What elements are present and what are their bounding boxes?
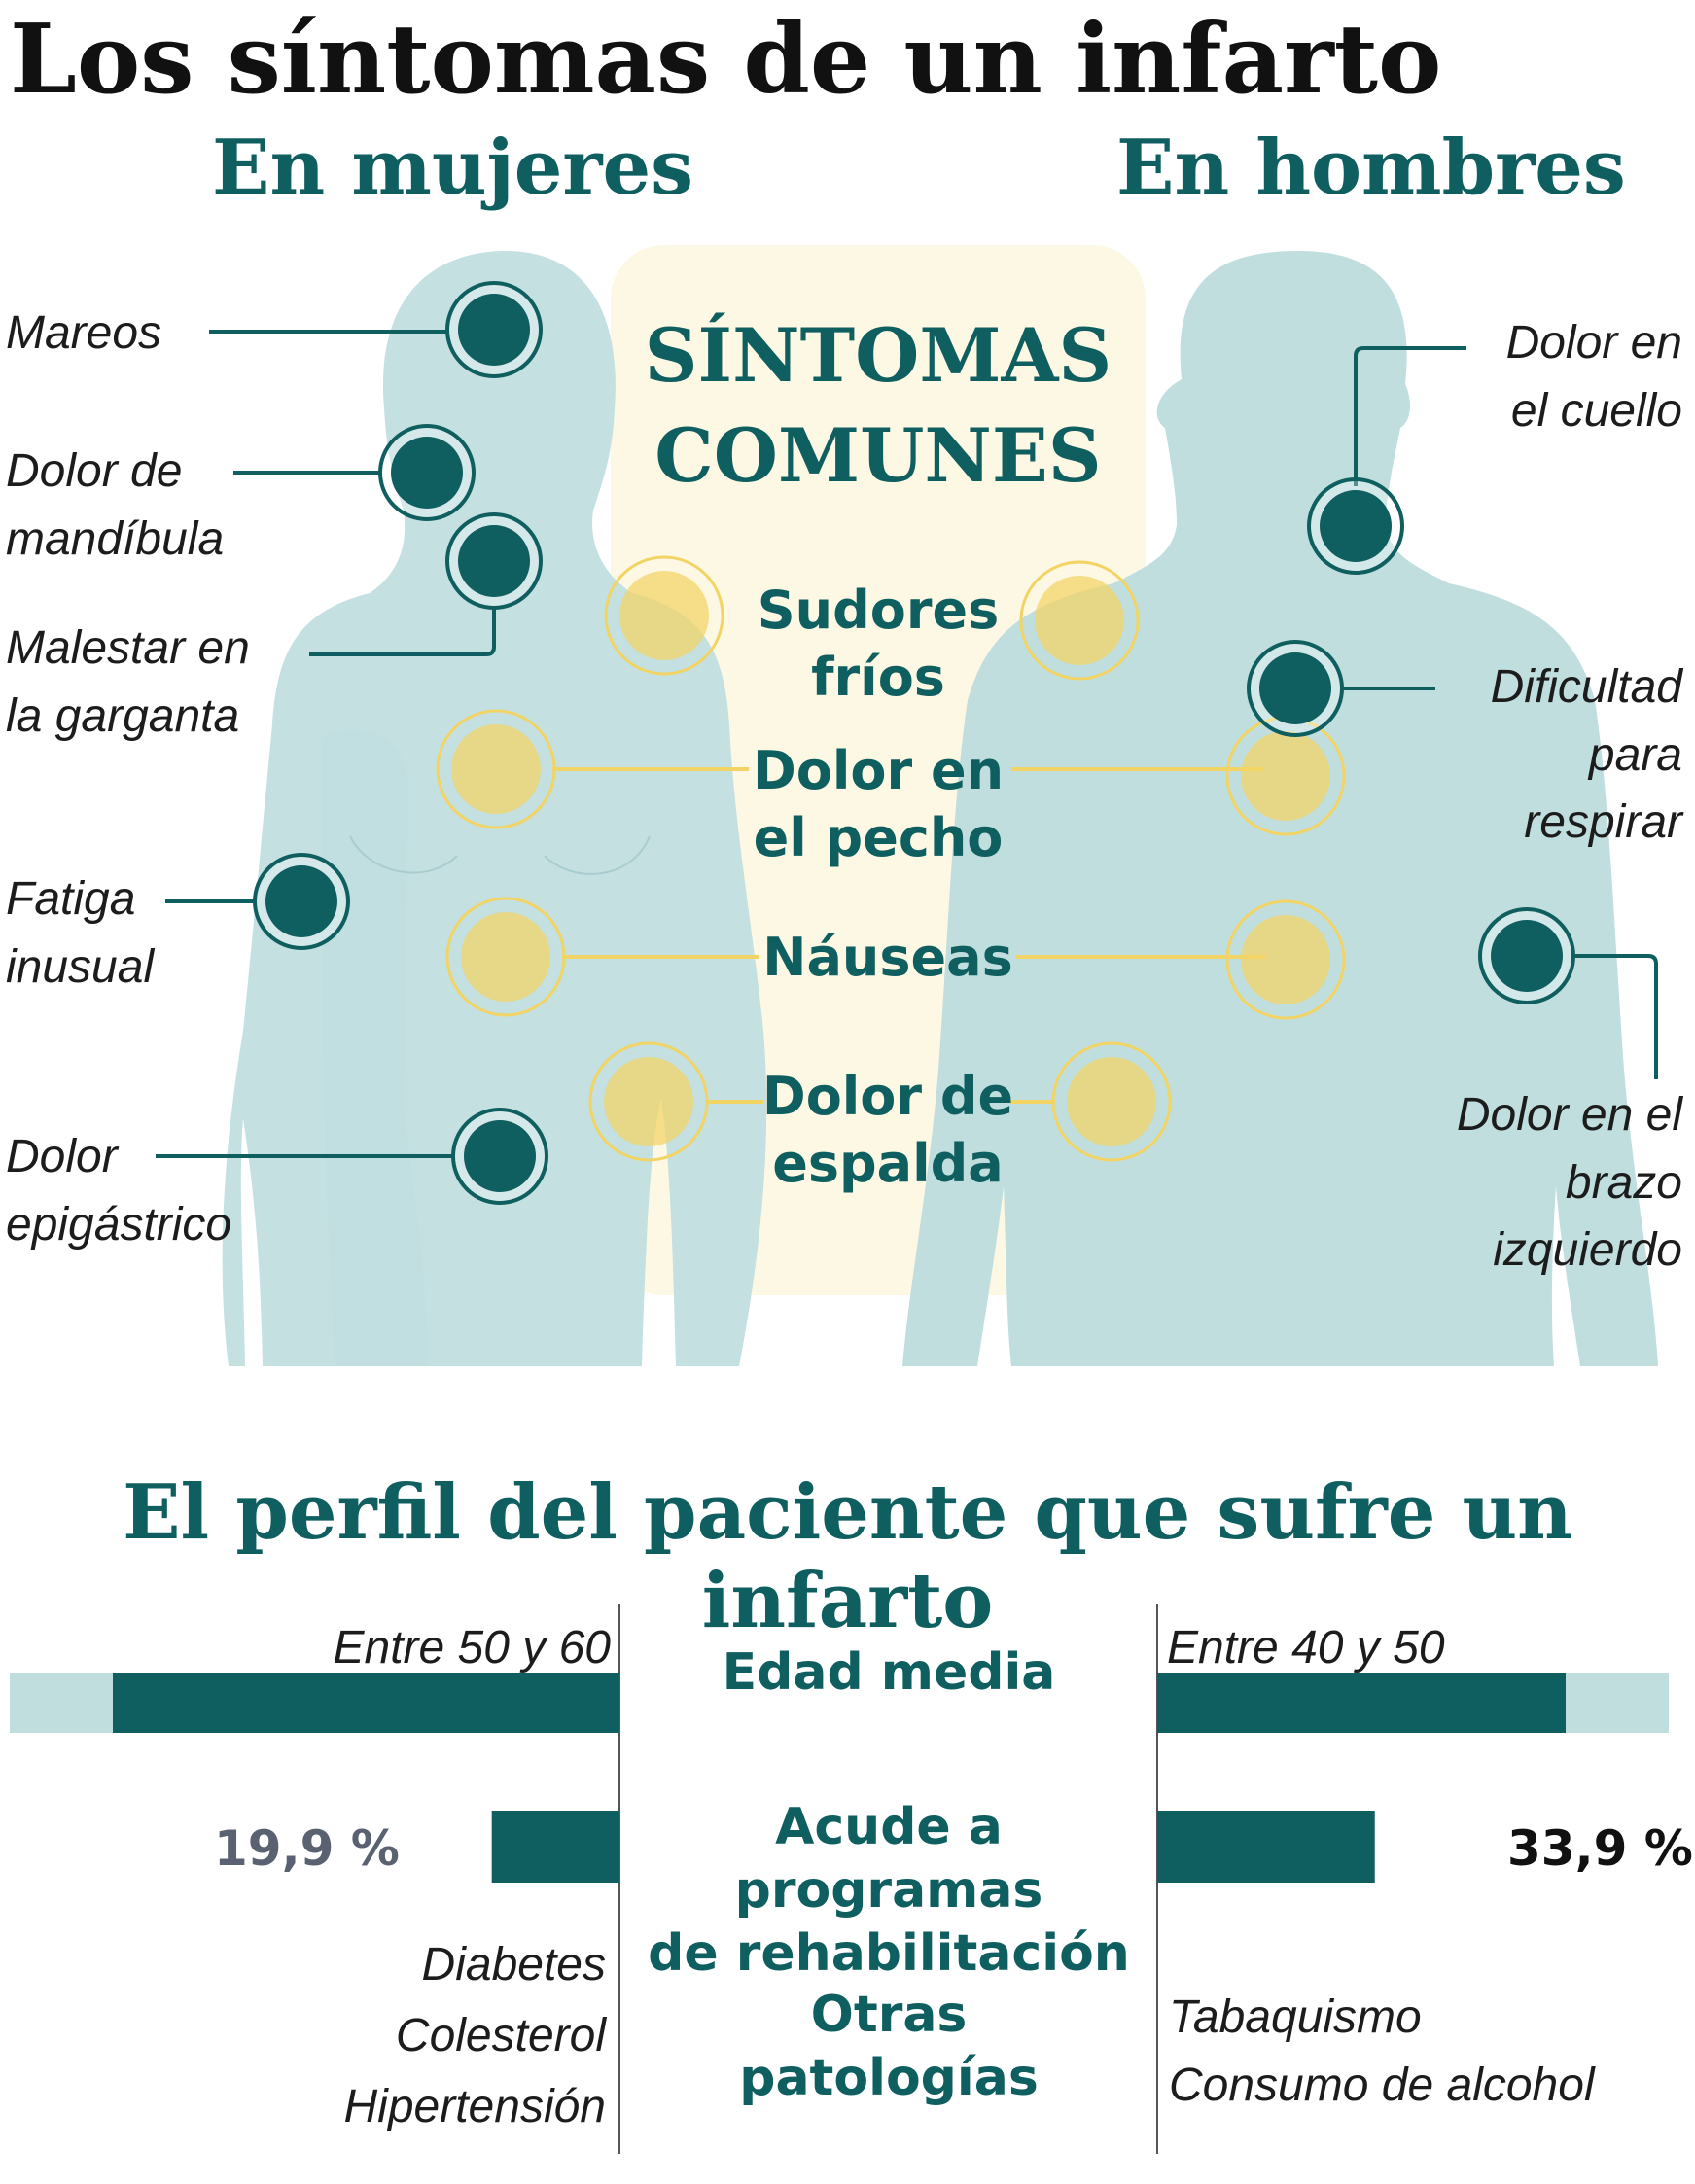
common-symptom-cold-sweats: Sudores fríos (757, 580, 1000, 709)
common-symptom-chest-pain: Dolor en el pecho (752, 740, 1005, 869)
common-symptom-back-pain: Dolor de espalda (761, 1066, 1014, 1195)
men-other-conditions: Tabaquismo Consumo de alcohol (1169, 1991, 1595, 2111)
women-other-conditions: Diabetes Colesterol Hipertensión (343, 1939, 606, 2132)
men-rehab-bar (1157, 1811, 1375, 1883)
women-rehab-bar (491, 1811, 619, 1883)
women-rehab-percent: 19,9 % (214, 1820, 400, 1877)
women-age-bar (113, 1673, 619, 1733)
men-median-age: Entre 40 y 50 (1167, 1622, 1445, 1673)
symptom-label-throat: Malestar en la garganta (6, 622, 250, 742)
page-title: Los síntomas de un infarto (10, 4, 1442, 116)
row-label-median-age: Edad media (722, 1643, 1056, 1702)
row-label-rehab: Acude a programas de rehabilitación (648, 1798, 1130, 1983)
symptom-label-neck: Dolor en el cuello (1505, 317, 1682, 437)
symptom-label-fatigue: Fatiga inusual (6, 873, 155, 993)
row-label-other-conditions: Otras patologías (739, 1986, 1039, 2107)
men-heading: En hombres (1116, 123, 1626, 212)
men-age-bar (1157, 1673, 1566, 1733)
common-symptom-nausea: Náuseas (762, 927, 1013, 988)
symptom-label-left-arm: Dolor en el brazo izquierdo (1456, 1089, 1682, 1277)
symptom-label-breathing: Dificultad para respirar (1490, 661, 1682, 849)
common-symptoms-heading: SÍNTOMAS COMUNES (644, 312, 1112, 499)
women-heading: En mujeres (212, 123, 694, 212)
profile-title: El perfil del paciente que sufre un infa… (123, 1468, 1572, 1645)
sex-specific-symptom-markers (253, 281, 1575, 1205)
symptom-label-epigastric: Dolor epigástrico (6, 1131, 232, 1251)
women-median-age: Entre 50 y 60 (333, 1622, 611, 1673)
symptom-label-mareos: Mareos (6, 307, 162, 359)
symptom-label-jaw-pain: Dolor de mandíbula (6, 445, 225, 565)
men-rehab-percent: 33,9 % (1507, 1820, 1693, 1877)
common-symptom-markers (436, 555, 1346, 1162)
